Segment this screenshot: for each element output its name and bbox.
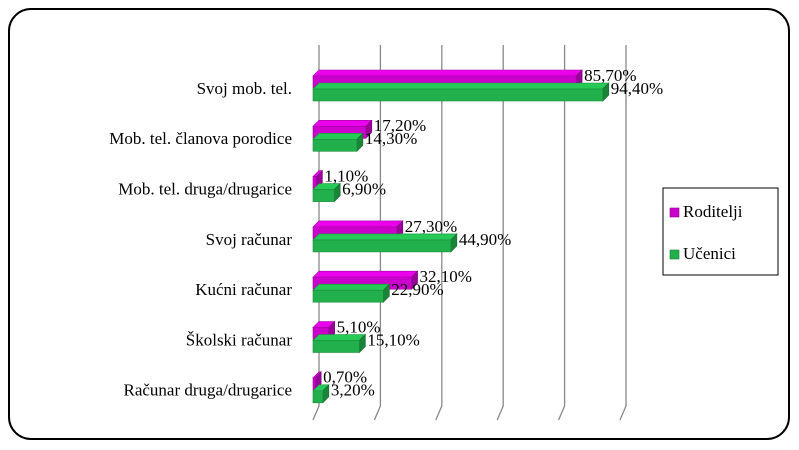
bar [312, 333, 367, 354]
bar [312, 132, 364, 153]
bar-top [312, 220, 404, 228]
bar-top [312, 120, 373, 127]
value-label: 85,70% [584, 66, 636, 85]
bar-top [312, 133, 364, 140]
value-label: 5,10% [337, 317, 381, 336]
category-label: Mob. tel. druga/drugarice [118, 180, 292, 199]
bar [312, 233, 458, 253]
bar-front [312, 340, 360, 353]
bar-front [312, 377, 316, 391]
bar-top [312, 82, 610, 90]
category-label: Kućni računar [195, 280, 292, 299]
category-label: Svoj mob. tel. [197, 79, 292, 98]
bar-front [312, 390, 324, 404]
legend-swatch [669, 249, 680, 260]
bar [312, 283, 391, 303]
value-label: 44,90% [459, 230, 511, 249]
value-label: 6,90% [342, 180, 386, 199]
grid-line [558, 45, 566, 421]
bar-front [312, 289, 384, 303]
category-label: Računar druga/drugarice [124, 381, 293, 400]
grid-line [619, 45, 627, 421]
value-label: 14,30% [365, 129, 417, 148]
value-label: 32,10% [420, 267, 472, 286]
bar-front [312, 139, 358, 152]
bar-front [312, 88, 604, 102]
bar-top [312, 283, 391, 291]
bar-front [312, 189, 335, 202]
value-label: 15,10% [367, 330, 419, 349]
value-label: 17,20% [374, 116, 426, 135]
value-label: 27,30% [405, 217, 457, 236]
bar [312, 182, 341, 203]
bar-top [312, 69, 583, 77]
legend-label: Učenici [683, 244, 736, 263]
legend-box [662, 187, 779, 276]
value-label: 1,10% [324, 167, 368, 186]
bar [312, 82, 610, 102]
bar-top [312, 270, 419, 278]
bar-front [312, 239, 452, 253]
legend-swatch [669, 207, 680, 218]
grid-line [312, 45, 320, 421]
value-label: 3,20% [331, 381, 375, 400]
bar-top [312, 334, 367, 341]
category-label: Školski računar [186, 330, 293, 349]
bar [312, 384, 330, 404]
grid-line [435, 45, 443, 421]
value-label: 22,90% [391, 280, 443, 299]
value-label: 94,40% [611, 79, 663, 98]
value-label: 0,70% [323, 368, 367, 387]
category-label: Svoj računar [206, 230, 293, 249]
grid-line [496, 45, 504, 421]
grid-line [373, 45, 382, 421]
category-label: Mob. tel. članova porodice [109, 129, 292, 148]
bar-top [312, 233, 458, 241]
legend-label: Roditelji [683, 202, 743, 221]
